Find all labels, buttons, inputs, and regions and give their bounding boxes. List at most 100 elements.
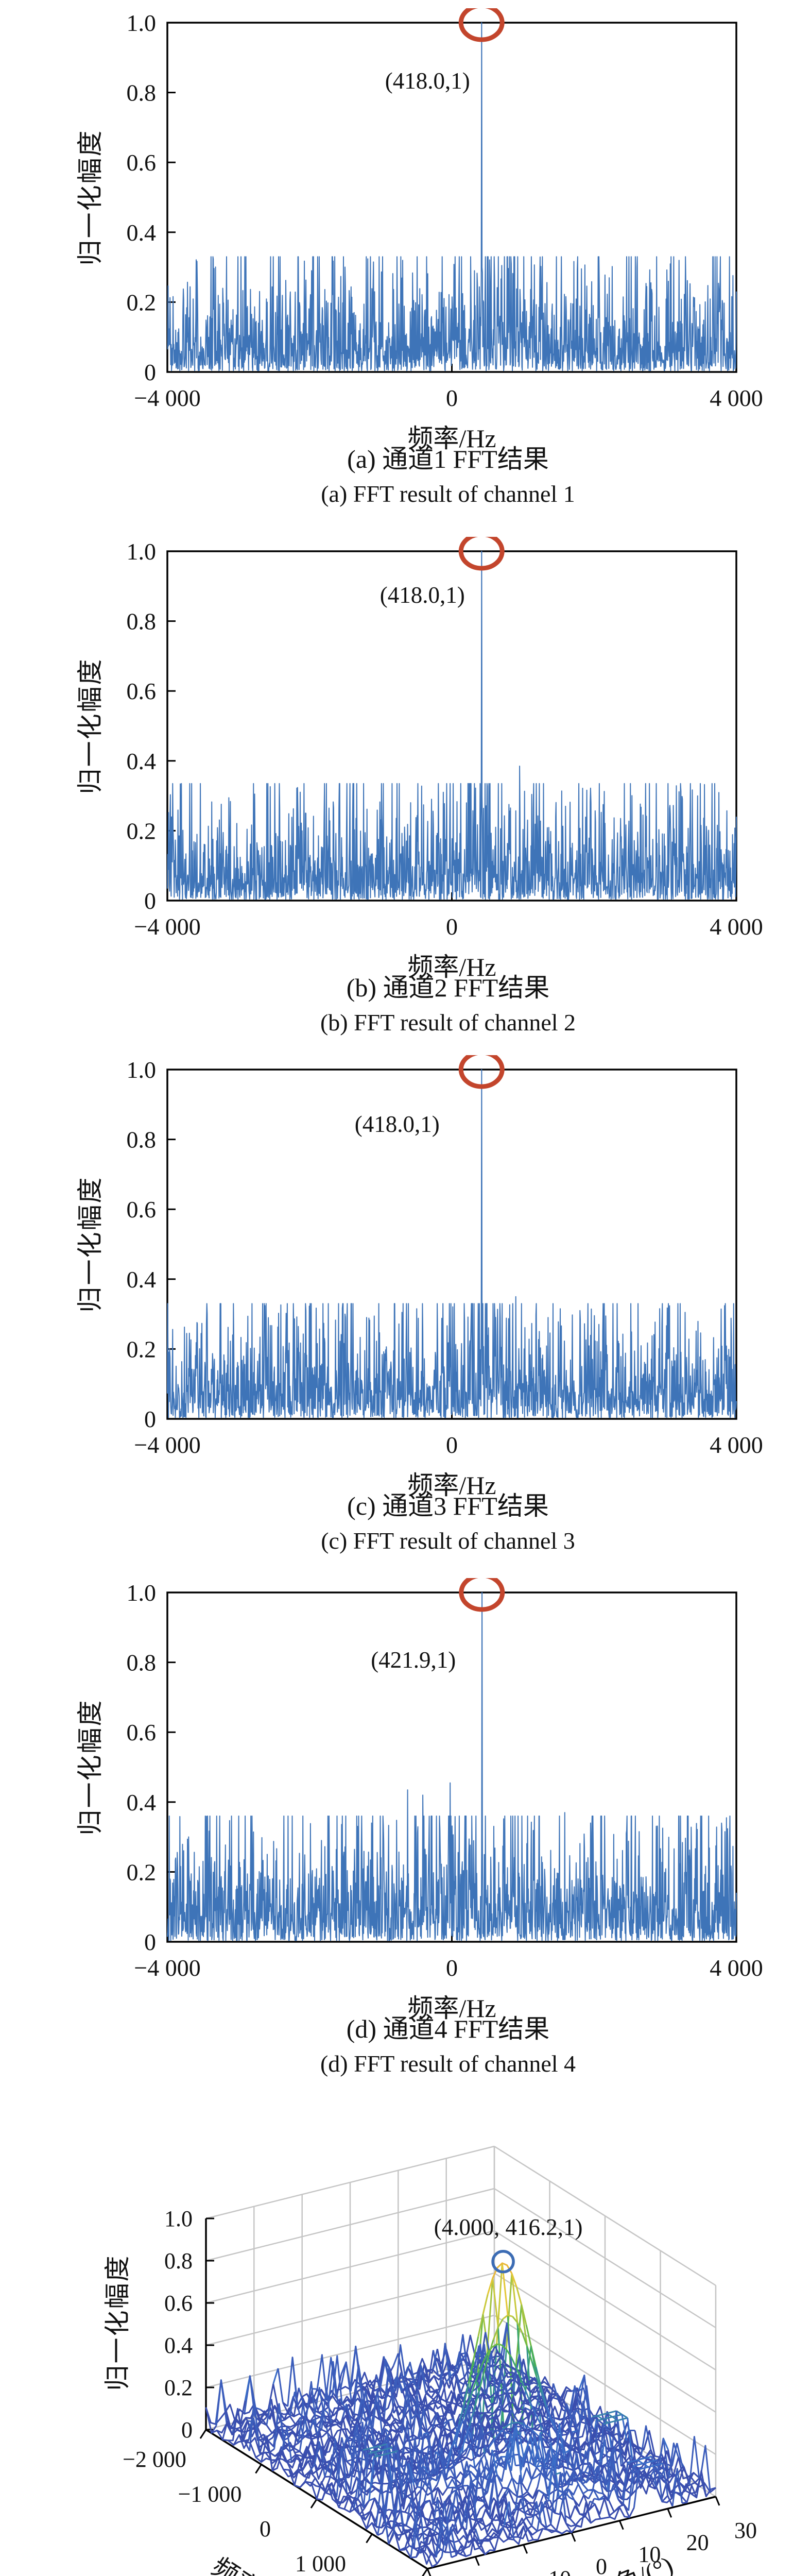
mesh-line [449, 2372, 456, 2384]
mesh-line [409, 2403, 416, 2409]
mesh-line [453, 2485, 463, 2488]
y-tick-label: 0.6 [127, 149, 157, 176]
mesh-line [558, 2471, 612, 2494]
mesh-line [622, 2462, 629, 2506]
mesh-line [387, 2496, 475, 2538]
mesh-line [367, 2447, 383, 2470]
azimuth-tick [426, 2568, 432, 2576]
mesh-line [341, 2437, 348, 2462]
mesh-line [499, 2382, 510, 2415]
mesh-line [487, 2449, 493, 2493]
mesh-line [530, 2346, 537, 2367]
mesh-line [615, 2465, 660, 2487]
mesh-line [553, 2383, 559, 2400]
mesh-line [472, 2482, 478, 2489]
y-axis-label: 归一化幅度 [76, 658, 105, 794]
y-tick-label: 0.2 [127, 1336, 157, 1362]
mesh-line [573, 2494, 590, 2507]
mesh-line [368, 2447, 393, 2454]
azimuth-tick [618, 2520, 624, 2530]
mesh-line [406, 2469, 418, 2488]
mesh-line [457, 2334, 469, 2371]
mesh-line [502, 2314, 513, 2320]
mesh-line [366, 2511, 377, 2529]
mesh-line [309, 2441, 325, 2472]
y-tick-label: 0 [144, 359, 156, 385]
mesh-line [340, 2403, 352, 2422]
mesh-line [400, 2461, 412, 2490]
peak-marker-circle [458, 537, 505, 571]
mesh-line [461, 2457, 510, 2490]
mesh-line [492, 2415, 571, 2441]
mesh-line [557, 2453, 597, 2490]
y-tick-label: 1.0 [127, 1057, 157, 1083]
mesh-line [536, 2501, 548, 2532]
mesh-line [423, 2480, 435, 2504]
mesh-line [603, 2495, 609, 2501]
mesh-line [432, 2487, 448, 2505]
mesh-line [628, 2466, 634, 2511]
mesh-line [402, 2420, 413, 2470]
mesh-line [384, 2476, 395, 2519]
y-tick-label: 0.8 [127, 608, 157, 635]
mesh-line [349, 2445, 361, 2490]
x-axis-label: 频率/Hz [407, 424, 496, 452]
mesh-line [550, 2474, 557, 2524]
mesh-line [384, 2428, 391, 2446]
x-tick-label: 0 [446, 1955, 458, 1981]
mesh-line [299, 2471, 310, 2488]
mesh-line [464, 2446, 490, 2478]
mesh-line [411, 2396, 423, 2440]
caption-en-channel-2: (b) FFT result of channel 2 [320, 1009, 576, 1036]
mesh-line [404, 2394, 416, 2415]
mesh-line [548, 2455, 559, 2500]
mesh-line [472, 2421, 508, 2444]
z-tick-label: 0.6 [164, 2291, 193, 2316]
mesh-line [346, 2461, 352, 2467]
mesh-line [360, 2390, 371, 2424]
mesh-line [349, 2497, 370, 2516]
y-tick-label: 0.8 [127, 1127, 157, 1153]
azimuth-axis-label: 方位角/(°) [562, 2551, 677, 2576]
mesh-line [482, 2355, 490, 2374]
fft-spectrum-series [167, 22, 737, 371]
mesh-line [215, 2379, 227, 2426]
mesh-line [633, 2459, 658, 2467]
mesh-line [426, 2555, 443, 2568]
mesh-line [385, 2433, 391, 2438]
mesh-line [238, 2434, 250, 2449]
mesh-line [492, 2278, 499, 2328]
caption-zh-channel-3: (c) 通道3 FFT结果 [347, 1492, 549, 1520]
mesh-line [255, 2420, 300, 2458]
mesh-line [607, 2449, 618, 2501]
mesh-line [541, 2456, 557, 2486]
y-tick-label: 0.2 [127, 1859, 157, 1885]
mesh-line [371, 2503, 426, 2530]
caption-en-channel-4: (d) FFT result of channel 4 [320, 2050, 576, 2077]
mesh-line [605, 2456, 616, 2484]
mesh-line [519, 2434, 525, 2462]
mesh-line [627, 2418, 633, 2459]
x-tick-label: −4 000 [134, 913, 200, 940]
mesh-surface [205, 2262, 716, 2568]
x-tick-label: 4 000 [710, 385, 763, 411]
freq-tick [255, 2464, 262, 2474]
mesh-line [397, 2451, 404, 2501]
mesh-line [392, 2490, 404, 2535]
mesh-line [461, 2503, 468, 2527]
mesh-line [590, 2500, 596, 2505]
mesh-line [475, 2489, 539, 2524]
mesh-line [510, 2357, 522, 2379]
azimuth-tick [715, 2496, 720, 2506]
mesh-line [407, 2380, 419, 2390]
mesh-line [563, 2458, 575, 2471]
mesh-line [401, 2386, 417, 2400]
mesh-line [543, 2493, 549, 2500]
mesh-line [255, 2407, 261, 2411]
mesh-line [521, 2332, 528, 2346]
mesh-line [472, 2364, 483, 2391]
mesh-line [409, 2437, 421, 2483]
mesh-line [448, 2512, 541, 2544]
mesh-line [531, 2361, 538, 2378]
